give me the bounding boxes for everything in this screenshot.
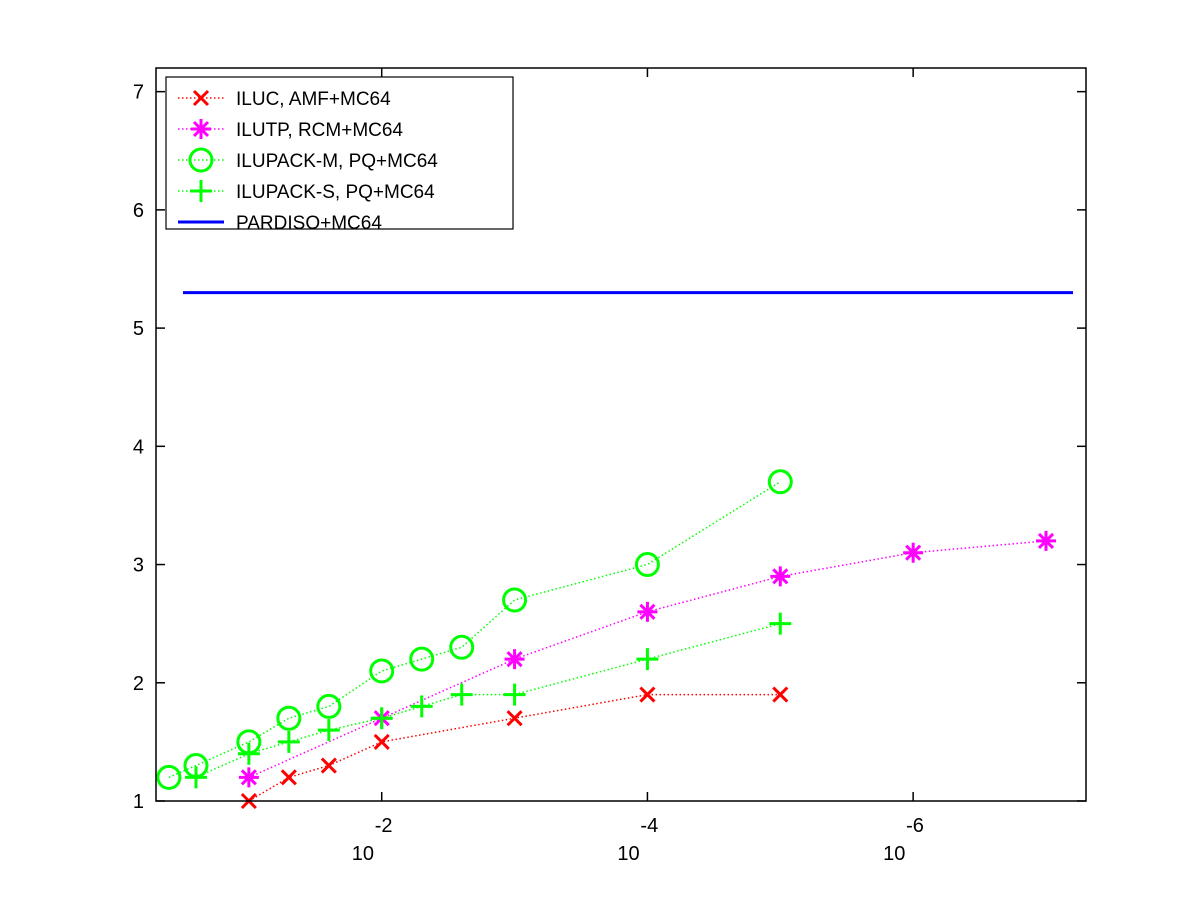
series-2-point-4	[637, 601, 658, 622]
series-4-point-7	[450, 683, 473, 706]
series-1-point-6	[639, 686, 656, 703]
plot-frame	[155, 67, 1087, 802]
legend-item-2: ILUTP, RCM+MC64	[178, 119, 403, 141]
series-3-point-10	[634, 552, 660, 578]
x-tick-label-exponent-3: -6	[906, 815, 924, 837]
legend-label-4: ILUPACK-S, PQ+MC64	[236, 182, 435, 203]
legend: ILUC, AMF+MC64 ILUTP, RCM+MC64 ILUPACK-M, …	[165, 76, 514, 234]
series-1-point-3	[320, 757, 337, 774]
series-1-point-4	[373, 733, 390, 750]
series-2-point-5	[770, 566, 791, 587]
x-tick-label-base-1: 10	[352, 843, 374, 865]
series-4-point-5	[370, 707, 393, 730]
series-4-point-4	[317, 719, 340, 742]
series-4-point-8	[503, 683, 526, 706]
series-3-line	[168, 481, 781, 779]
series-2-point-1	[238, 767, 259, 788]
series-3	[156, 469, 793, 790]
legend-box	[165, 76, 514, 230]
series-2-point-6	[903, 542, 924, 563]
series-1-point-5	[506, 710, 523, 727]
series-3-point-9	[502, 587, 528, 613]
series-3-point-6	[369, 658, 395, 684]
y-tick-label-5: 5	[133, 318, 144, 340]
series-3-point-11	[767, 469, 793, 495]
y-tick-label-7: 7	[133, 82, 144, 104]
series-1-point-2	[280, 769, 297, 786]
legend-marker-3	[188, 147, 214, 173]
legend-item-3: ILUPACK-M, PQ+MC64	[178, 147, 438, 173]
series-4-point-6	[410, 695, 433, 718]
series-layer	[156, 291, 1073, 810]
legend-label-2: ILUTP, RCM+MC64	[236, 120, 403, 141]
series-3-point-8	[449, 634, 475, 660]
x-tick-label-base-3: 10	[883, 843, 905, 865]
series-4	[184, 612, 792, 789]
series-3-point-4	[276, 705, 302, 731]
series-1-point-7	[772, 686, 789, 703]
legend-label-1: ILUC, AMF+MC64	[236, 89, 391, 110]
legend-marker-1	[192, 89, 210, 107]
x-tick-label-base-2: 10	[617, 843, 639, 865]
x-tick-label-2: 10-4	[617, 815, 658, 865]
series-4-point-2	[237, 742, 260, 765]
series-4-point-9	[636, 648, 659, 671]
y-tick-label-1: 1	[133, 791, 144, 813]
x-tick-label-1: 10-2	[352, 815, 393, 865]
series-4-point-1	[184, 766, 207, 789]
x-tick-label-3: 10-6	[883, 815, 924, 865]
y-tick-label-3: 3	[133, 555, 144, 577]
series-1	[240, 686, 789, 810]
series-4-point-3	[277, 730, 300, 753]
x-tick-label-exponent-1: -2	[375, 815, 393, 837]
legend-label-5: PARDISO+MC64	[236, 213, 382, 234]
series-4-point-10	[769, 612, 792, 635]
series-2-point-7	[1036, 530, 1057, 551]
series-3-point-5	[316, 693, 342, 719]
legend-item-1: ILUC, AMF+MC64	[178, 89, 391, 110]
legend-label-3: ILUPACK-M, PQ+MC64	[236, 151, 438, 172]
legend-item-4: ILUPACK-S, PQ+MC64	[178, 180, 435, 203]
series-4-line	[195, 622, 781, 779]
legend-marker-2	[191, 119, 211, 139]
y-tick-label-4: 4	[133, 436, 144, 458]
series-3-point-7	[409, 646, 435, 672]
x-tick-label-exponent-2: -4	[640, 815, 658, 837]
y-tick-label-6: 6	[133, 200, 144, 222]
series-3-point-1	[156, 764, 182, 790]
series-2-point-3	[504, 649, 525, 670]
legend-marker-4	[190, 180, 212, 202]
legend-item-5: PARDISO+MC64	[178, 213, 382, 234]
y-tick-label-2: 2	[133, 673, 144, 695]
